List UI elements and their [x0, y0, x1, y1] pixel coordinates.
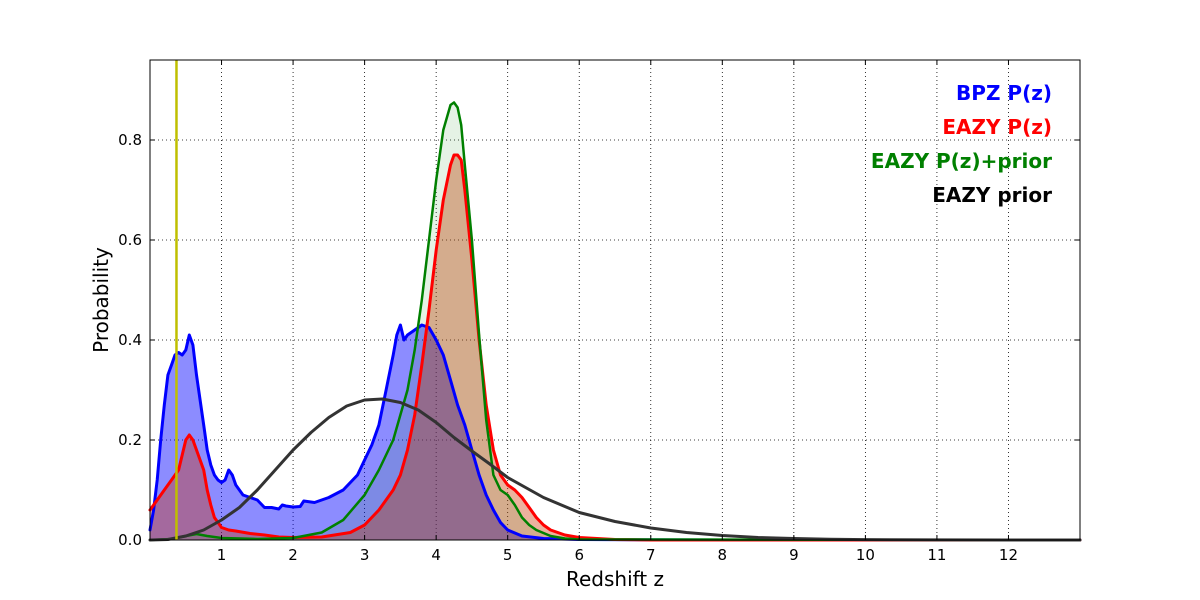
series-line-3	[148, 397, 1082, 542]
legend-entry-0: BPZ P(z)	[956, 81, 1052, 105]
legend-entry-1: EAZY P(z)	[942, 115, 1052, 139]
legend-entry-2: EAZY P(z)+prior	[871, 149, 1052, 173]
x-tick-label: 3	[360, 546, 370, 564]
axis-ticks: 1 2 3 4 5 6 7 8 9 10 11 120.00.20.40.60.8	[118, 60, 1080, 564]
series-line-1	[148, 153, 1082, 542]
y-tick-label: 0.6	[118, 231, 142, 249]
x-tick-label: 10	[856, 546, 875, 564]
y-tick-label: 0.0	[118, 531, 142, 549]
x-tick-label: 5	[503, 546, 513, 564]
series-fill-1	[150, 155, 1080, 540]
legend: BPZ P(z) EAZY P(z) EAZY P(z)+prior EAZY pri…	[871, 81, 1052, 207]
x-tick-label: 2	[288, 546, 298, 564]
series-fill-0	[150, 325, 1080, 540]
grid	[150, 60, 1080, 540]
y-tick-label: 0.8	[118, 131, 142, 149]
y-tick-label: 0.4	[118, 331, 142, 349]
x-tick-label: 8	[718, 546, 728, 564]
legend-entry-3: EAZY prior	[932, 183, 1052, 207]
x-tick-label: 6	[574, 546, 584, 564]
series-lines	[148, 101, 1082, 542]
series-line-0	[148, 323, 1082, 542]
x-tick-label: 12	[999, 546, 1018, 564]
plot-frame	[149, 59, 1081, 541]
y-tick-label: 0.2	[118, 431, 142, 449]
x-tick-label: 1	[217, 546, 227, 564]
x-tick-label: 9	[789, 546, 799, 564]
y-axis-label: Probability	[89, 247, 113, 353]
series-fills	[150, 102, 1080, 540]
x-tick-label: 4	[431, 546, 441, 564]
x-tick-label: 11	[927, 546, 946, 564]
x-tick-label: 7	[646, 546, 656, 564]
series-line-2	[148, 101, 1082, 542]
x-axis-label: Redshift z	[566, 567, 664, 591]
